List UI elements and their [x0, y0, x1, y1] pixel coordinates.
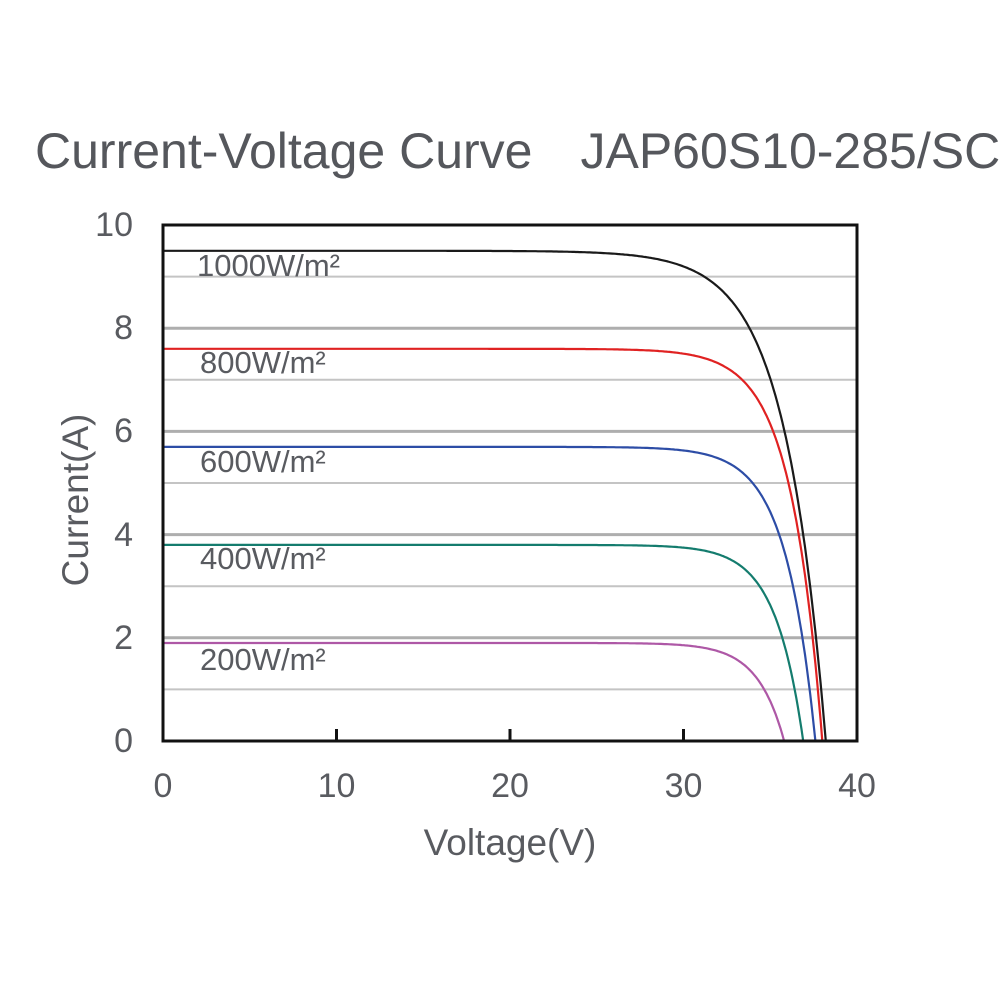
iv-curve	[163, 641, 786, 742]
chart-title-left: Current-Voltage Curve	[35, 123, 533, 179]
y-tick-label: 8	[114, 309, 133, 348]
y-tick-label: 0	[114, 722, 133, 760]
iv-curve	[163, 445, 817, 742]
x-tick-label: 0	[153, 767, 173, 805]
y-tick-label: 2	[114, 618, 133, 657]
chart-title: Current-Voltage Curve JAP60S10-285/SC	[35, 124, 1000, 179]
curve-label: 800W/m²	[200, 345, 326, 380]
y-tick-label: 10	[95, 206, 133, 244]
plot-border	[161, 223, 859, 743]
curve-label: 200W/m²	[200, 642, 326, 677]
chart-title-model: JAP60S10-285/SC	[580, 123, 1000, 179]
x-tick-label: 10	[317, 767, 356, 805]
y-tick-label: 6	[114, 412, 133, 451]
curve-label: 1000W/m²	[197, 248, 340, 283]
x-tick-label: 30	[664, 767, 703, 805]
iv-curve	[163, 543, 805, 742]
iv-curve	[163, 347, 824, 742]
curve-label: 600W/m²	[200, 444, 326, 479]
x-tick-label: 40	[838, 767, 876, 805]
iv-curve	[163, 249, 827, 742]
x-axis-title: Voltage(V)	[423, 822, 597, 863]
x-tick-label: 20	[491, 767, 529, 805]
curve-label: 400W/m²	[200, 541, 326, 576]
y-axis-title: Current(A)	[55, 413, 96, 587]
y-tick-label: 4	[114, 515, 133, 554]
